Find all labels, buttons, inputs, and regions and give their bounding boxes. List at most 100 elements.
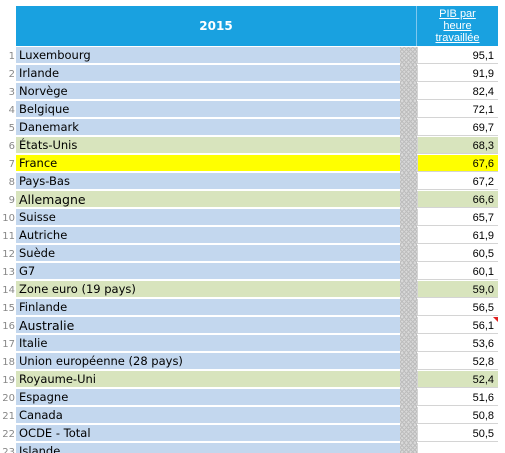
country-cell[interactable]: Autriche [16,227,400,244]
value-cell[interactable]: 56,5 [417,299,498,316]
row-number: 12 [2,249,15,260]
hatched-cell [400,389,417,407]
hatched-cell [400,191,417,209]
value-cell[interactable]: 65,7 [417,209,498,226]
country-cell[interactable]: Canada [16,407,400,424]
table-row[interactable]: 1 Luxembourg 95,1 [0,47,505,65]
table-row[interactable]: 5 Danemark 69,7 [0,119,505,137]
value-cell[interactable] [417,443,498,453]
table-row[interactable]: 9 Allemagne 66,6 [0,191,505,209]
table-row[interactable]: 18 Union européenne (28 pays) 52,8 [0,353,505,371]
table-row[interactable]: 6 États-Unis 68,3 [0,137,505,155]
table-row[interactable]: 21 Canada 50,8 [0,407,505,425]
country-cell[interactable]: Italie [16,335,400,352]
row-number: 13 [2,267,15,278]
table-row[interactable]: 13 G7 60,1 [0,263,505,281]
row-number: 11 [2,231,15,242]
row-number: 1 [8,51,15,62]
table-row[interactable]: 22 OCDE - Total 50,5 [0,425,505,443]
value-cell[interactable]: 60,5 [417,245,498,262]
country-cell[interactable]: Australie [16,317,400,334]
country-cell[interactable]: G7 [16,263,400,280]
country-cell[interactable]: Norvège [16,83,400,100]
country-cell[interactable]: Suède [16,245,400,262]
row-number: 2 [8,69,15,80]
country-cell[interactable]: France [16,155,400,172]
country-cell[interactable]: OCDE - Total [16,425,400,442]
value-cell[interactable]: 95,1 [417,47,498,64]
value-cell[interactable]: 50,8 [417,407,498,424]
value-cell[interactable]: 66,6 [417,191,498,208]
row-number: 6 [8,141,15,152]
country-cell[interactable]: Royaume-Uni [16,371,400,388]
table-row[interactable]: 19 Royaume-Uni 52,4 [0,371,505,389]
value-cell[interactable]: 91,9 [417,65,498,82]
value-cell[interactable]: 52,8 [417,353,498,370]
country-cell[interactable]: Suisse [16,209,400,226]
country-cell[interactable]: Luxembourg [16,47,400,64]
table-row[interactable]: 17 Italie 53,6 [0,335,505,353]
table-row[interactable]: 11 Autriche 61,9 [0,227,505,245]
value-cell[interactable]: 60,1 [417,263,498,280]
value-cell[interactable]: 82,4 [417,83,498,100]
metric-header-line-3: travaillée [435,32,480,44]
row-number: 5 [8,123,15,134]
hatched-cell [400,317,417,335]
country-cell[interactable]: Irlande [16,65,400,82]
value-cell[interactable]: 51,6 [417,389,498,406]
table-row[interactable]: 23 Islande [0,443,505,453]
table-row[interactable]: 7 France 67,6 [0,155,505,173]
table-row[interactable]: 8 Pays-Bas 67,2 [0,173,505,191]
value-cell[interactable]: 50,5 [417,425,498,442]
hatched-cell [400,353,417,371]
value-cell[interactable]: 67,2 [417,173,498,190]
hatched-cell [400,119,417,137]
row-number: 7 [8,159,15,170]
country-cell[interactable]: Belgique [16,101,400,118]
year-header[interactable]: 2015 [16,6,417,46]
row-number: 4 [8,105,15,116]
value-cell[interactable]: 53,6 [417,335,498,352]
metric-header-line-1: PIB par [439,8,476,20]
hatched-cell [400,209,417,227]
metric-header[interactable]: PIB par heure travaillée [417,6,498,46]
value-cell[interactable]: 68,3 [417,137,498,154]
table-row[interactable]: 4 Belgique 72,1 [0,101,505,119]
value-cell[interactable]: 59,0 [417,281,498,298]
row-number: 16 [2,321,15,332]
value-cell[interactable]: 61,9 [417,227,498,244]
value-cell[interactable]: 52,4 [417,371,498,388]
comment-flag-icon[interactable] [493,317,498,322]
table-row[interactable]: 16 Australie 56,1 [0,317,505,335]
row-number: 17 [2,339,15,350]
country-cell[interactable]: Danemark [16,119,400,136]
hatched-cell [400,227,417,245]
country-cell[interactable]: États-Unis [16,137,400,154]
value-cell[interactable]: 56,1 [417,317,498,334]
hatched-cell [400,299,417,317]
table-row[interactable]: 3 Norvège 82,4 [0,83,505,101]
table-row[interactable]: 10 Suisse 65,7 [0,209,505,227]
row-number: 3 [8,87,15,98]
country-cell[interactable]: Islande [16,443,400,453]
table-row[interactable]: 20 Espagne 51,6 [0,389,505,407]
hatched-cell [400,137,417,155]
table-row[interactable]: 14 Zone euro (19 pays) 59,0 [0,281,505,299]
country-cell[interactable]: Union européenne (28 pays) [16,353,400,370]
country-cell[interactable]: Allemagne [16,191,400,208]
country-cell[interactable]: Zone euro (19 pays) [16,281,400,298]
hatched-cell [400,371,417,389]
value-cell[interactable]: 67,6 [417,155,498,172]
hatched-cell [400,335,417,353]
row-number: 15 [2,303,15,314]
hatched-cell [400,443,417,453]
value-cell[interactable]: 72,1 [417,101,498,118]
table-row[interactable]: 2 Irlande 91,9 [0,65,505,83]
country-cell[interactable]: Pays-Bas [16,173,400,190]
country-cell[interactable]: Finlande [16,299,400,316]
value-cell[interactable]: 69,7 [417,119,498,136]
table-row[interactable]: 12 Suède 60,5 [0,245,505,263]
table-row[interactable]: 15 Finlande 56,5 [0,299,505,317]
country-cell[interactable]: Espagne [16,389,400,406]
